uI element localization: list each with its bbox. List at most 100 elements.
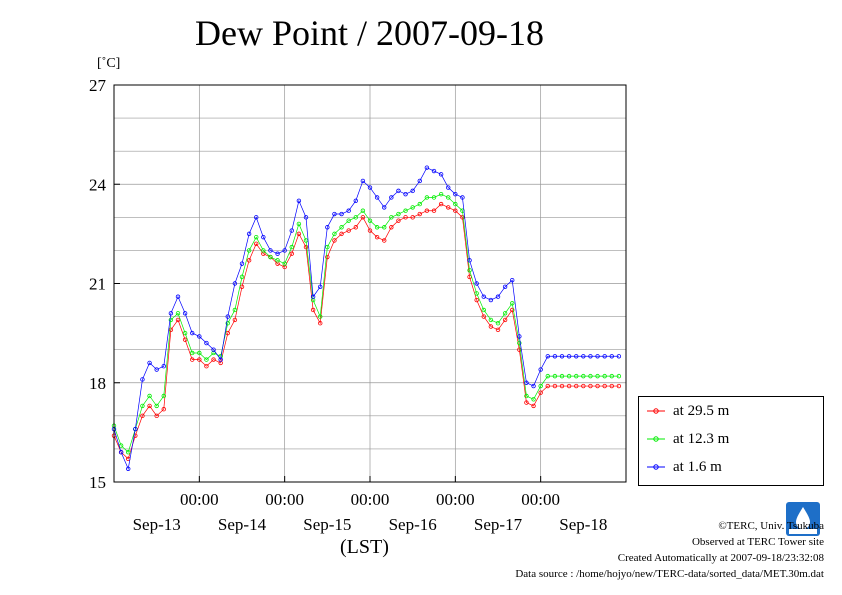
- data-point: [453, 191, 458, 197]
- data-point: [616, 383, 622, 389]
- data-point: [559, 354, 565, 359]
- y-tick-label: 24: [89, 175, 107, 194]
- data-point: [239, 274, 245, 280]
- data-point: [431, 208, 437, 213]
- data-point: [524, 393, 529, 399]
- data-point: [495, 327, 501, 333]
- data-point: [211, 347, 216, 352]
- data-point: [246, 231, 252, 237]
- data-point: [410, 215, 415, 220]
- data-point: [197, 350, 202, 356]
- y-tick-label: 15: [89, 473, 106, 492]
- data-point: [339, 225, 344, 230]
- data-point: [488, 317, 494, 323]
- data-point: [147, 393, 152, 399]
- data-point: [474, 291, 479, 296]
- data-point: [446, 185, 451, 190]
- data-point: [154, 413, 159, 419]
- data-point: [140, 413, 145, 419]
- data-point: [225, 314, 230, 319]
- data-point: [545, 354, 550, 359]
- series-line: [113, 193, 619, 453]
- legend-item-1m: at 1.6 m: [647, 457, 722, 477]
- data-point: [446, 195, 451, 200]
- data-point: [147, 403, 152, 409]
- data-point: [502, 311, 508, 316]
- data-point: [609, 354, 614, 359]
- x-tick-label: 00:00: [436, 490, 475, 509]
- date-label: Sep-15: [303, 515, 351, 534]
- data-point: [524, 400, 529, 405]
- data-point: [303, 244, 309, 250]
- data-point: [438, 201, 444, 207]
- data-point: [595, 373, 600, 379]
- data-point: [467, 268, 472, 273]
- data-point: [545, 383, 550, 389]
- data-point: [382, 238, 387, 243]
- data-point: [566, 373, 572, 379]
- data-point: [581, 373, 586, 379]
- data-point: [211, 357, 216, 362]
- data-point: [275, 251, 280, 256]
- data-point: [325, 244, 330, 250]
- legend: at 29.5 m at 12.3 m at 1.6 m: [638, 396, 824, 486]
- data-point: [268, 248, 273, 253]
- data-point: [175, 294, 181, 299]
- data-point: [488, 297, 494, 303]
- y-tick-label: 21: [89, 275, 106, 294]
- data-point: [581, 354, 586, 359]
- data-point: [126, 450, 131, 455]
- data-point: [517, 340, 522, 346]
- data-point: [531, 403, 536, 409]
- data-point: [389, 215, 394, 220]
- data-point: [488, 324, 494, 329]
- data-point: [574, 354, 579, 359]
- data-point: [197, 334, 202, 339]
- data-point: [495, 321, 501, 326]
- data-point: [296, 198, 302, 203]
- data-point: [310, 294, 316, 299]
- data-point: [396, 188, 401, 194]
- series-line: [113, 167, 619, 470]
- data-point: [190, 350, 195, 356]
- data-point: [204, 340, 209, 346]
- data-point: [261, 234, 266, 240]
- data-point: [140, 403, 145, 409]
- data-point: [282, 261, 287, 266]
- data-point: [268, 254, 273, 260]
- data-point: [531, 397, 536, 402]
- credit-observed: Observed at TERC Tower site: [691, 536, 824, 548]
- data-point: [374, 225, 380, 230]
- data-point: [431, 195, 437, 200]
- data-point: [261, 248, 266, 253]
- data-point: [510, 301, 515, 306]
- series-line: [113, 203, 619, 460]
- data-point: [417, 211, 422, 217]
- data-point: [510, 307, 515, 313]
- data-point: [168, 311, 174, 316]
- data-point: [410, 205, 415, 210]
- data-point: [246, 248, 252, 253]
- data-point: [339, 231, 344, 237]
- data-point: [360, 208, 366, 213]
- data-point: [367, 228, 373, 233]
- data-point: [517, 334, 522, 339]
- data-point: [374, 195, 380, 200]
- data-point: [303, 215, 309, 220]
- data-point: [225, 321, 230, 326]
- data-point: [360, 178, 366, 184]
- data-point: [417, 201, 422, 207]
- data-point: [467, 258, 472, 263]
- data-point: [382, 225, 387, 230]
- data-point: [396, 211, 401, 217]
- data-point: [538, 390, 543, 395]
- data-point: [339, 211, 344, 217]
- data-point: [460, 195, 465, 200]
- data-point: [602, 383, 607, 389]
- data-point: [424, 208, 430, 213]
- data-point: [595, 383, 600, 389]
- data-point: [545, 373, 550, 379]
- credits: ©TERC, Univ. Tsukuba Observed at TERC To…: [515, 518, 824, 582]
- data-point: [254, 215, 259, 220]
